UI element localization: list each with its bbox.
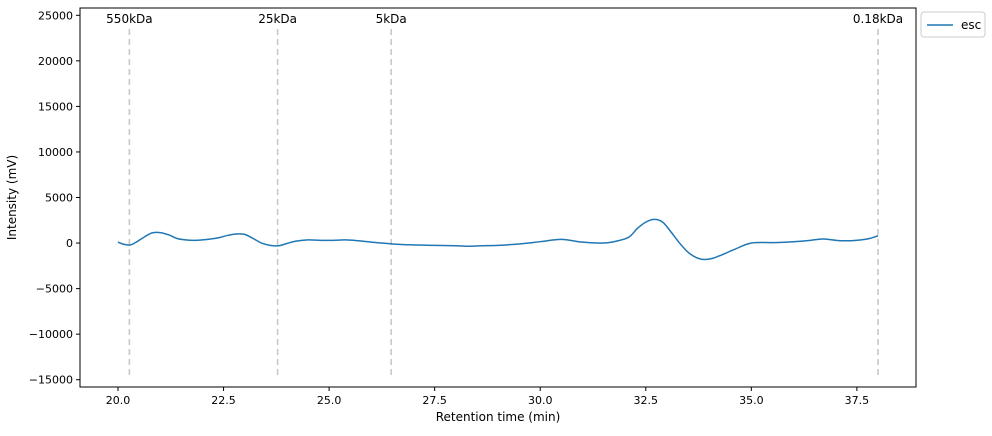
y-tick-label: 0: [66, 237, 73, 250]
x-tick-label: 37.5: [845, 394, 870, 407]
y-tick-label: −5000: [36, 283, 73, 296]
y-tick-label: 10000: [38, 146, 73, 159]
marker-label: 25kDa: [258, 12, 297, 26]
y-tick-label: 25000: [38, 9, 73, 22]
y-tick-label: 20000: [38, 55, 73, 68]
x-tick-label: 25.0: [317, 394, 342, 407]
x-tick-label: 22.5: [211, 394, 236, 407]
axes-frame: [79, 7, 917, 388]
x-tick-label: 27.5: [422, 394, 447, 407]
series-layer: [117, 218, 879, 261]
x-tick-label: 35.0: [739, 394, 764, 407]
x-tick-label: 32.5: [634, 394, 659, 407]
y-axis-ticks: −15000 −10000 −5000 0 5000 10000 15000 20000 250…: [29, 9, 80, 387]
legend-label: esc: [961, 18, 981, 32]
x-tick-label: 30.0: [528, 394, 553, 407]
y-tick-label: 5000: [45, 192, 73, 205]
y-tick-label: −15000: [29, 374, 73, 387]
marker-label: 550kDa: [106, 12, 152, 26]
marker-label: 0.18kDa: [853, 12, 903, 26]
x-tick-label: 20.0: [106, 394, 131, 407]
marker-layer: 550kDa 25kDa 5kDa 0.18kDa: [106, 12, 903, 376]
y-axis-label: Intensity (mV): [5, 155, 19, 240]
x-axis-ticks: 20.0 22.5 25.0 27.5 30.0 32.5 35.0 37.5: [106, 387, 869, 407]
y-tick-label: −10000: [29, 328, 73, 341]
marker-label: 5kDa: [376, 12, 407, 26]
y-tick-label: 15000: [38, 100, 73, 113]
legend: esc: [920, 11, 986, 38]
series-line-esc: [117, 218, 879, 261]
x-axis-label: Retention time (min): [436, 410, 561, 424]
